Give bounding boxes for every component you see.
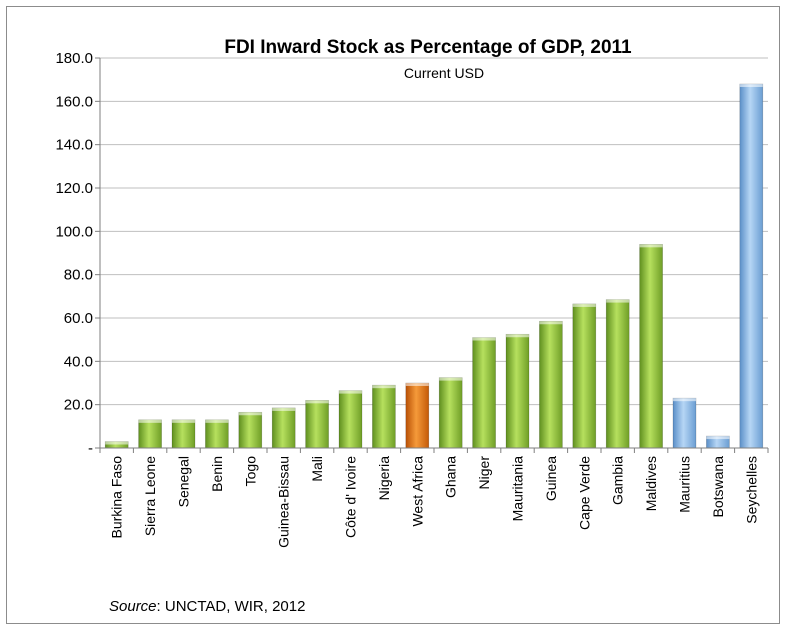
bars (104, 83, 764, 449)
bar (472, 337, 496, 449)
bar-highlight (706, 436, 730, 440)
y-tick-label: 40.0 (64, 353, 93, 370)
gridlines (100, 57, 768, 406)
y-tick-label: 140.0 (55, 137, 93, 154)
bar (238, 411, 263, 449)
bar-highlight (606, 299, 630, 303)
bar (171, 419, 196, 449)
bar-highlight (506, 334, 529, 338)
bar (271, 407, 296, 449)
bar-highlight (639, 244, 663, 248)
x-tick-label: Guinea-Bissau (276, 456, 292, 548)
x-tick-label: Senegal (176, 456, 192, 507)
bar (338, 390, 363, 449)
x-tick-label: Guinea (543, 456, 559, 501)
bar (138, 419, 162, 449)
bar-highlight (673, 398, 696, 402)
x-tick-label: Burkina Faso (109, 456, 125, 539)
y-tick-label: 60.0 (64, 310, 93, 327)
bar (405, 382, 430, 449)
bar-highlight (539, 321, 563, 325)
chart-title: FDI Inward Stock as Percentage of GDP, 2… (224, 37, 632, 58)
bar (672, 397, 697, 449)
x-tick-label: Niger (476, 456, 492, 490)
bar (572, 303, 597, 449)
bar-highlight (372, 385, 396, 389)
bar-highlight (272, 407, 296, 411)
source-text: : UNCTAD, WIR, 2012 (156, 598, 306, 615)
bar (539, 320, 563, 449)
x-axis: Burkina Faso Sierra Leone Senegal Benin Togo… (99, 447, 769, 548)
source-label: Source (109, 598, 157, 615)
bar-highlight (172, 419, 195, 423)
x-tick-label: Gambia (610, 456, 626, 505)
chart-subtitle: Current USD (404, 65, 484, 81)
y-axis: - 20.0 40.0 60.0 80.0 100.0 120.0 140.0 160.0 180… (55, 50, 101, 457)
x-tick-label: West Africa (409, 456, 425, 527)
x-tick-label: Maldives (643, 456, 659, 511)
bar-highlight (405, 383, 429, 386)
bar (605, 299, 630, 449)
y-tick-label: 20.0 (64, 397, 93, 414)
x-tick-label: Botswana (710, 456, 726, 518)
x-tick-label: Ghana (443, 456, 459, 498)
bar (438, 377, 463, 449)
bar-highlight (339, 390, 362, 394)
y-tick-label: - (88, 440, 93, 457)
x-tick-label: Benin (209, 456, 225, 492)
bar (305, 400, 329, 449)
bar (205, 419, 229, 449)
bar-highlight (205, 419, 229, 423)
x-tick-label: Côte d' Ivoire (343, 456, 359, 538)
bar-highlight (138, 419, 162, 423)
y-tick-label: 80.0 (64, 267, 93, 284)
y-tick-label: 160.0 (55, 93, 93, 110)
x-tick-label: Sierra Leone (142, 456, 158, 536)
y-tick-label: 180.0 (55, 50, 93, 67)
bar-highlight (305, 400, 329, 404)
bar-highlight (439, 377, 463, 381)
bar (505, 333, 530, 449)
x-tick-label: Mauritania (510, 456, 526, 522)
y-tick-label: 120.0 (55, 180, 93, 197)
x-tick-label: Mauritius (677, 456, 693, 513)
bar-highlight (572, 303, 596, 307)
bar (739, 83, 764, 449)
bar-highlight (238, 412, 262, 416)
bar (372, 384, 396, 449)
x-tick-label: Cape Verde (576, 456, 592, 530)
x-tick-label: Mali (309, 456, 325, 482)
bar (639, 244, 663, 449)
bar-highlight (105, 441, 129, 445)
x-tick-label: Seychelles (743, 456, 759, 524)
bar-highlight (739, 84, 763, 87)
x-tick-label: Togo (242, 456, 258, 487)
x-tick-label: Nigeria (376, 456, 392, 501)
bar-highlight (472, 337, 496, 341)
y-tick-label: 100.0 (55, 223, 93, 240)
source-note: Source: UNCTAD, WIR, 2012 (109, 598, 305, 615)
